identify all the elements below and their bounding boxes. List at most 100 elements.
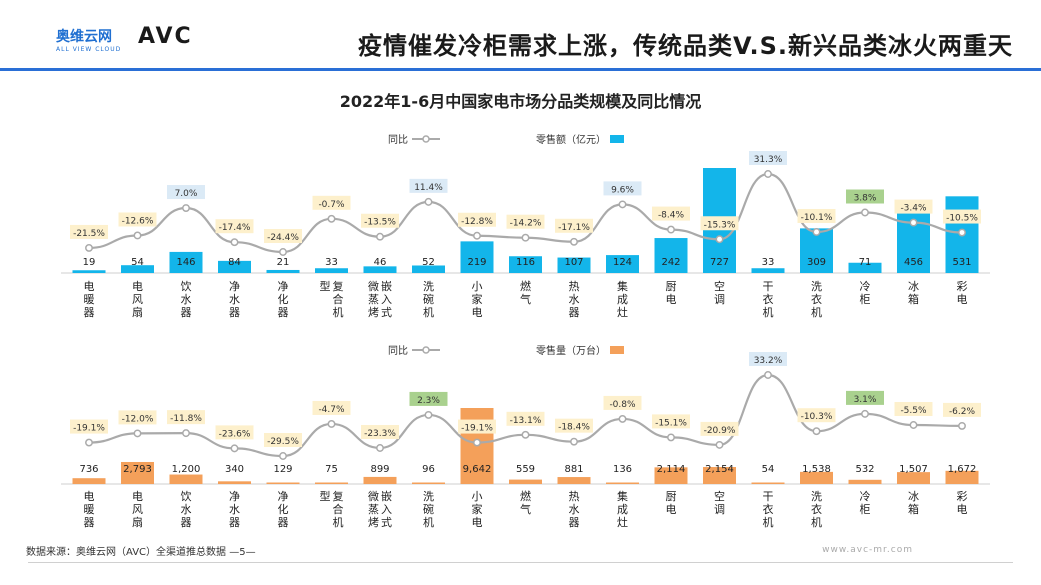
category-label: 复合机型 (320, 489, 344, 529)
category-char: 机 (333, 515, 344, 529)
category-label: 冷柜 (860, 490, 871, 516)
category-char: 蒸 (368, 503, 379, 516)
category-char: 嵌 (381, 490, 392, 503)
bar-value-label: 1,507 (899, 464, 928, 475)
yoy-label: -0.8% (609, 400, 636, 410)
bar (121, 265, 154, 273)
yoy-label: -12.6% (122, 216, 154, 226)
yoy-point (85, 243, 93, 252)
yoy-label-box (409, 391, 448, 406)
category-char: 烤 (368, 515, 379, 529)
yoy-label-box (652, 414, 690, 429)
category-char: 入 (381, 503, 392, 516)
yoy-label: 2.3% (417, 396, 440, 406)
yoy-label: 3.1% (854, 395, 877, 405)
category-char: 入 (381, 293, 392, 306)
bar-value-label: 129 (273, 464, 292, 475)
category-char: 冰 (908, 490, 919, 503)
category-char: 干 (763, 280, 774, 293)
yoy-point (958, 228, 966, 237)
bar-value-label: 136 (613, 464, 632, 475)
yoy-label: 7.0% (175, 189, 198, 199)
category-char: 器 (278, 306, 289, 319)
category-char: 净 (278, 489, 289, 503)
bar-value-label: 96 (422, 464, 435, 475)
yoy-point (909, 421, 918, 429)
category-char: 洗 (811, 490, 822, 503)
category-label: 燃气 (520, 279, 531, 306)
bar (945, 470, 979, 484)
yoy-point (376, 444, 384, 452)
category-label: 净化器 (278, 489, 289, 529)
category-label: 彩电 (957, 490, 968, 516)
yoy-label-box (167, 410, 205, 425)
category-char: 彩 (957, 490, 968, 503)
bar (460, 241, 494, 273)
yoy-label: -4.7% (318, 405, 345, 415)
bar (218, 260, 251, 273)
bar (169, 474, 203, 484)
category-label: 洗碗机 (423, 280, 434, 319)
bar (751, 482, 785, 484)
yoy-point (230, 444, 239, 453)
bar (703, 467, 736, 484)
yoy-label: -20.9% (704, 426, 736, 436)
category-label: 冰箱 (908, 490, 919, 516)
category-char: 暖 (84, 293, 95, 306)
bar (315, 268, 348, 273)
category-char: 器 (84, 306, 95, 319)
category-char: 净 (229, 279, 240, 293)
bar-value-label: 531 (952, 257, 971, 268)
yoy-label-box (458, 419, 496, 434)
yoy-point (327, 214, 336, 223)
data-source-note: 数据来源：奥维云网（AVC）全渠道推总数据 —5— (26, 547, 256, 558)
bar (169, 251, 203, 273)
yoy-label: -14.2% (510, 219, 542, 229)
yoy-label-box (846, 390, 884, 405)
bar-value-label: 736 (79, 464, 98, 475)
yoy-point (570, 437, 578, 446)
category-char: 机 (333, 305, 344, 319)
yoy-point (424, 197, 433, 206)
yoy-label: -12.0% (122, 414, 154, 424)
bar-value-label: 107 (564, 257, 583, 268)
category-label: 彩电 (957, 280, 968, 306)
yoy-label-box (555, 218, 593, 233)
category-char: 柜 (860, 293, 871, 306)
yoy-label: -11.8% (170, 414, 202, 424)
bar (606, 482, 639, 484)
yoy-label-box (894, 199, 933, 214)
category-char: 热 (569, 280, 580, 293)
category-char: 柜 (860, 503, 871, 516)
yoy-label: -8.4% (658, 211, 685, 221)
yoy-label-box (603, 181, 642, 196)
yoy-label: -15.1% (655, 418, 687, 428)
avc-logo: 奥维云网 ALL VIEW CLOUD AVC (26, 20, 191, 60)
category-char: 热 (569, 490, 580, 503)
category-label: 复合机型 (320, 279, 344, 319)
yoy-point (133, 429, 142, 438)
bar-value-label: 1,200 (172, 464, 201, 475)
footer-rule (28, 562, 1013, 563)
bar-value-label: 116 (516, 257, 535, 268)
category-char: 洗 (423, 490, 434, 503)
category-char: 燃 (520, 279, 531, 293)
yoy-label: -23.6% (219, 429, 251, 439)
category-char: 器 (181, 516, 192, 529)
bar (606, 255, 639, 273)
yoy-label: -23.3% (364, 429, 396, 439)
bar (509, 479, 542, 484)
yoy-point (570, 237, 578, 246)
yoy-label: 31.3% (754, 155, 783, 165)
yoy-label: 9.6% (611, 185, 634, 195)
yoy-label: -17.1% (558, 223, 590, 233)
yoy-point (812, 427, 821, 436)
category-char: 干 (763, 490, 774, 503)
yoy-label-box (652, 206, 690, 221)
legend-line-marker (422, 135, 430, 143)
yoy-label: -0.7% (318, 200, 345, 210)
category-char: 风 (132, 293, 143, 306)
category-char: 气 (520, 502, 531, 516)
yoy-label-box (797, 408, 836, 423)
bar (266, 269, 300, 273)
